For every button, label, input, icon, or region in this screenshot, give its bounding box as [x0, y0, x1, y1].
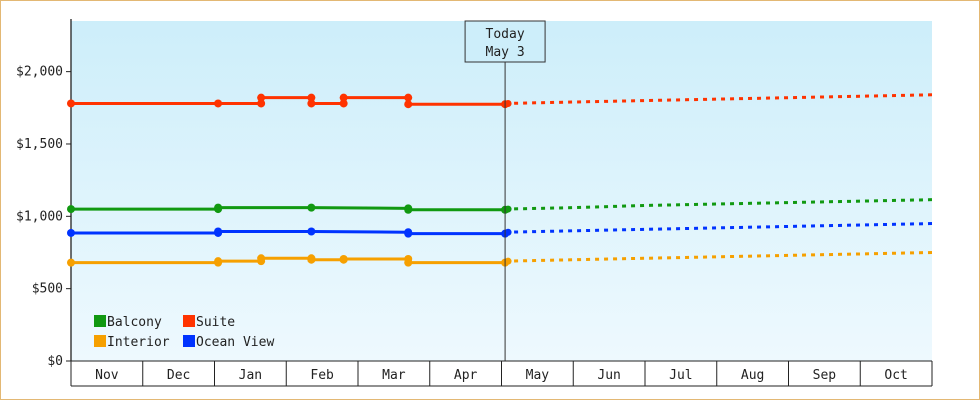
today-date: May 3: [486, 45, 525, 60]
data-point: [307, 99, 316, 108]
legend-label: Ocean View: [196, 335, 274, 350]
data-point: [257, 99, 266, 108]
data-point: [67, 228, 75, 237]
y-tick-label: $1,500: [16, 137, 63, 152]
data-point: [214, 203, 223, 212]
data-point: [404, 205, 413, 214]
today-marker: Today May 3: [464, 20, 546, 361]
month-label: Dec: [167, 368, 190, 383]
data-point: [404, 100, 413, 109]
legend-item: Interior: [94, 335, 170, 350]
data-point: [307, 255, 316, 264]
month-label: Aug: [741, 368, 764, 383]
data-point: [307, 227, 316, 236]
series-ocean-view: [67, 222, 933, 238]
data-point: [339, 99, 348, 108]
data-point: [504, 205, 512, 213]
today-box: [464, 20, 546, 63]
data-point: [67, 99, 75, 108]
month-label: Sep: [813, 368, 837, 383]
data-point: [257, 254, 266, 263]
legend-swatch: [94, 335, 106, 347]
y-axis: $0 $500 $1,000 $1,500 $2,000: [16, 19, 932, 369]
y-tick-label: $0: [47, 354, 63, 369]
data-point: [404, 229, 413, 238]
y-tick-label: $2,000: [16, 65, 63, 80]
data-point: [504, 228, 512, 236]
data-point: [214, 227, 223, 236]
legend-swatch: [183, 315, 195, 327]
legend-item: Ocean View: [183, 335, 274, 350]
data-point: [214, 99, 223, 108]
legend-label: Balcony: [107, 315, 162, 330]
data-point: [307, 203, 316, 212]
data-point: [339, 255, 348, 263]
data-point: [67, 258, 75, 267]
data-point: [67, 205, 75, 214]
data-point: [307, 93, 316, 102]
month-label: Oct: [884, 368, 907, 383]
y-tick-label: $500: [32, 282, 63, 297]
today-label: Today: [486, 27, 525, 42]
legend-item: Balcony: [94, 315, 162, 330]
y-tick-label: $1,000: [16, 209, 63, 224]
legend-swatch: [94, 315, 106, 327]
data-point: [504, 99, 512, 107]
month-label: Nov: [95, 368, 119, 383]
data-point: [214, 257, 223, 266]
data-point: [339, 93, 348, 102]
month-label: Apr: [454, 368, 478, 383]
legend: Balcony Suite Interior Ocean View: [94, 315, 274, 350]
data-point: [504, 257, 512, 265]
legend-swatch: [183, 335, 195, 347]
month-label: Jan: [239, 368, 262, 383]
month-label: Jun: [597, 368, 620, 383]
data-point: [404, 93, 413, 102]
plot-background: [71, 21, 932, 361]
month-label: May: [526, 368, 550, 383]
legend-item: Suite: [183, 315, 235, 330]
month-label: Jul: [669, 368, 692, 383]
legend-label: Interior: [107, 335, 170, 350]
month-label: Feb: [310, 368, 334, 383]
data-point: [404, 258, 413, 267]
data-point: [257, 93, 266, 102]
legend-label: Suite: [196, 315, 235, 330]
series-balcony: [67, 198, 933, 214]
series-suite: [67, 93, 933, 109]
month-label: Mar: [382, 368, 406, 383]
month-axis: Nov Dec Jan Feb Mar Apr May Jun Jul Aug Sep Oct: [70, 361, 933, 387]
series-layer: [67, 93, 933, 267]
